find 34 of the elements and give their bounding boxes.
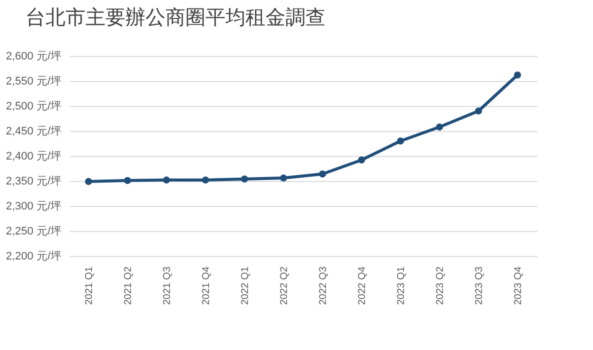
point bbox=[84, 178, 92, 186]
x-tick-label: 2023 Q1 bbox=[396, 266, 407, 305]
point bbox=[124, 176, 132, 184]
y-tick-label: 2,500 元/坪 bbox=[6, 100, 62, 112]
x-tick-label: 2022 Q2 bbox=[279, 266, 290, 305]
y-tick-label: 2,300 元/坪 bbox=[6, 200, 62, 212]
y-tick-label: 2,200 元/坪 bbox=[6, 250, 62, 262]
x-tick-label: 2022 Q3 bbox=[318, 266, 329, 305]
point bbox=[396, 137, 404, 145]
point bbox=[240, 175, 248, 183]
y-tick-label: 2,450 元/坪 bbox=[6, 126, 62, 138]
chart-title: 台北市主要辦公商圈平均租金調查 bbox=[25, 6, 326, 29]
x-tick-label: 2023 Q3 bbox=[474, 266, 485, 305]
point bbox=[162, 176, 170, 184]
point bbox=[202, 176, 210, 184]
y-tick-label: 2,400 元/坪 bbox=[6, 150, 62, 162]
point bbox=[514, 71, 522, 79]
y-tick-label: 2,250 元/坪 bbox=[6, 226, 62, 238]
x-tick-label: 2021 Q1 bbox=[84, 266, 95, 305]
x-tick-label: 2021 Q4 bbox=[201, 266, 212, 305]
point bbox=[474, 107, 482, 115]
y-tick-label: 2,600 元/坪 bbox=[6, 50, 62, 62]
point bbox=[280, 174, 288, 182]
x-tick-label: 2021 Q3 bbox=[162, 266, 173, 305]
y-tick-label: 2,350 元/坪 bbox=[6, 176, 62, 188]
point bbox=[358, 156, 366, 164]
point bbox=[318, 170, 326, 178]
x-tick-label: 2023 Q4 bbox=[513, 266, 524, 305]
x-tick-label: 2022 Q4 bbox=[357, 266, 368, 305]
x-tick-label: 2022 Q1 bbox=[240, 266, 251, 305]
x-tick-label: 2023 Q2 bbox=[435, 266, 446, 305]
point bbox=[436, 123, 444, 131]
y-tick-label: 2,550 元/坪 bbox=[6, 76, 62, 88]
x-tick-label: 2021 Q2 bbox=[123, 266, 134, 305]
